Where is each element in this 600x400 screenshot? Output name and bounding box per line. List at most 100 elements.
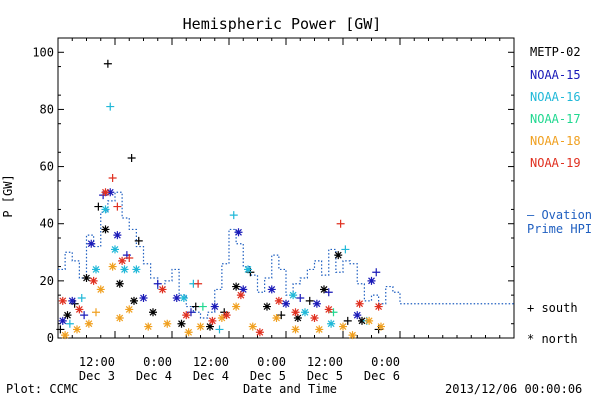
metp-02-south-point (191, 302, 200, 311)
metp-02-south-point (343, 316, 352, 325)
y-tick-label: 100 (32, 45, 54, 59)
x-tick-date-label: Dec 4 (136, 369, 172, 383)
metp-02-south-point (103, 59, 112, 68)
noaa-18-north-point (115, 314, 124, 322)
x-tick-date-label: Dec 3 (79, 369, 115, 383)
metp-02-south-point (94, 202, 103, 211)
noaa-16-south-point (77, 294, 86, 302)
noaa-16-north-point (101, 205, 110, 214)
noaa-19-north-point (374, 302, 383, 311)
noaa-15-south-point (80, 311, 89, 320)
noaa-19-north-point (101, 188, 110, 197)
noaa-16-south-point (215, 325, 224, 334)
noaa-19-south-point (194, 279, 203, 288)
metp-02-north-point (320, 285, 328, 294)
noaa-15-north-point (282, 299, 290, 308)
legend-item-noaa-19: NOAA-19 (530, 156, 581, 170)
noaa-19-south-point (113, 202, 122, 211)
noaa-19-north-point (208, 316, 217, 325)
metp-02-north-point (358, 316, 366, 325)
metp-02-north-point (334, 251, 343, 260)
noaa-15-north-point (267, 285, 276, 294)
metp-02-north-point (232, 282, 241, 291)
noaa-18-north-point (61, 331, 70, 340)
noaa-15-north-point (312, 299, 321, 308)
noaa-17-south-point (198, 302, 207, 311)
noaa-16-south-point (65, 319, 74, 328)
metp-02-south-point (134, 236, 143, 245)
legend-south-marker: + south (527, 301, 578, 315)
metp-02-north-point (130, 296, 138, 305)
x-tick-time-label: 12:00 (79, 355, 115, 369)
noaa-16-north-point (111, 245, 119, 254)
noaa-18-north-point (144, 322, 153, 331)
x-tick-time-label: 12:00 (307, 355, 343, 369)
noaa-18-north-point (73, 325, 81, 334)
noaa-19-north-point (291, 308, 300, 317)
legend-item-noaa-16: NOAA-16 (530, 90, 581, 104)
noaa-18-north-point (339, 322, 347, 331)
noaa-19-south-point (108, 174, 117, 182)
noaa-18-north-point (348, 331, 357, 340)
metp-02-north-point (263, 302, 271, 311)
noaa-15-north-point (113, 231, 122, 240)
noaa-18-north-point (84, 319, 93, 328)
plot-frame (57, 37, 515, 339)
noaa-18-north-point (217, 314, 226, 322)
noaa-18-north-point (163, 319, 172, 328)
metp-02-south-point (305, 296, 314, 305)
metp-02-north-point (63, 311, 72, 320)
y-tick-label: 40 (40, 217, 54, 231)
noaa-16-north-point (92, 265, 100, 274)
metp-02-south-point (56, 325, 65, 334)
noaa-18-north-point (272, 314, 281, 322)
y-axis-label: P [GW] (1, 174, 15, 217)
noaa-19-north-point (255, 328, 264, 337)
x-tick-time-label: 0:00 (257, 355, 286, 369)
noaa-19-north-point (274, 296, 283, 305)
noaa-18-north-point (232, 302, 241, 311)
noaa-15-south-point (153, 279, 162, 288)
legend-item-noaa-18: NOAA-18 (530, 134, 581, 148)
x-tick-date-label: Dec 5 (250, 369, 286, 383)
noaa-18-north-point (196, 322, 205, 331)
noaa-19-north-point (236, 291, 245, 300)
metp-02-north-point (82, 274, 91, 282)
x-tick-date-label: Dec 4 (193, 369, 229, 383)
legend: METP-02 NOAA-15 NOAA-16 NOAA-17 NOAA-18 … (527, 45, 592, 346)
ovation-hpi-line (58, 191, 514, 319)
noaa-16-north-point (120, 265, 129, 274)
noaa-15-north-point (68, 296, 77, 305)
legend-item-metp-02: METP-02 (530, 45, 581, 59)
noaa-15-south-point (324, 288, 333, 297)
y-tick-label: 20 (40, 274, 54, 288)
metp-02-south-point (127, 154, 136, 162)
noaa-18-north-point (248, 322, 257, 331)
metp-02-north-point (149, 308, 157, 317)
legend-item-noaa-15: NOAA-15 (530, 68, 581, 82)
y-tick-label: 60 (40, 160, 54, 174)
noaa-15-north-point (210, 302, 219, 311)
noaa-16-north-point (244, 265, 252, 274)
noaa-15-north-point (139, 294, 148, 302)
noaa-16-north-point (179, 294, 188, 302)
noaa-19-south-point (336, 219, 345, 228)
noaa-15-south-point (296, 294, 305, 302)
noaa-19-north-point (310, 314, 319, 322)
noaa-19-north-point (222, 311, 231, 320)
x-tick-time-label: 0:00 (143, 355, 172, 369)
legend-north-marker: * north (527, 332, 578, 346)
metp-02-north-point (206, 322, 214, 331)
noaa-19-north-point (182, 311, 191, 320)
y-tick-label: 80 (40, 102, 54, 116)
noaa-15-south-point (372, 268, 381, 277)
noaa-19-north-point (58, 296, 67, 305)
noaa-18-north-point (291, 325, 300, 334)
noaa-18-south-point (92, 308, 100, 317)
footer-right: 2013/12/06 00:00:06 (445, 382, 582, 396)
noaa-16-north-point (327, 319, 336, 328)
noaa-16-north-point (301, 308, 309, 317)
x-tick-time-label: 0:00 (371, 355, 400, 369)
